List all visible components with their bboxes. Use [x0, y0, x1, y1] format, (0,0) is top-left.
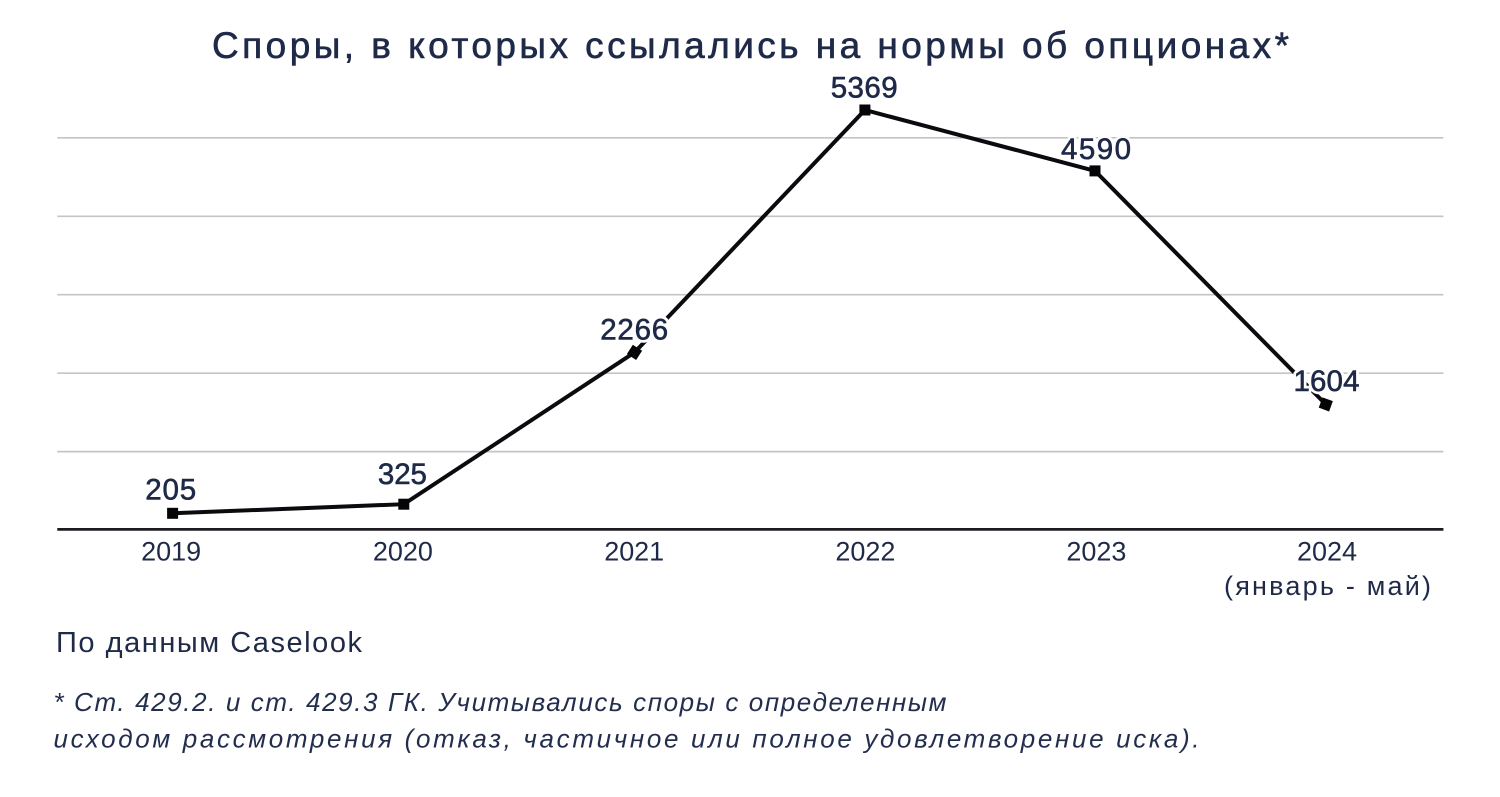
svg-text:2266: 2266 — [600, 314, 668, 347]
svg-text:1604: 1604 — [1294, 365, 1360, 398]
svg-text:исходом рассмотрения (отказ, ч: исходом рассмотрения (отказ, частичное и… — [54, 723, 1200, 753]
svg-text:1604: 1604 — [1294, 365, 1360, 398]
svg-text:Споры, в которых ссылались на: Споры, в которых ссылались на нормы об о… — [212, 25, 1289, 66]
svg-text:2019: 2019 — [141, 537, 201, 567]
svg-text:(январь - май): (январь - май) — [1224, 571, 1431, 601]
svg-text:* Ст. 429.2. и ст. 429.3 ГК. У: * Ст. 429.2. и ст. 429.3 ГК. Учитывались… — [54, 687, 947, 717]
svg-text:205: 205 — [145, 474, 196, 507]
svg-text:4590: 4590 — [1061, 133, 1131, 166]
svg-text:325: 325 — [378, 458, 427, 491]
svg-text:325: 325 — [378, 458, 427, 491]
svg-text:2020: 2020 — [373, 537, 433, 567]
svg-text:По данным Caselook: По данным Caselook — [56, 627, 363, 659]
svg-text:5369: 5369 — [831, 71, 898, 104]
svg-text:4590: 4590 — [1061, 133, 1131, 166]
svg-text:2266: 2266 — [600, 314, 668, 347]
svg-text:2022: 2022 — [835, 537, 895, 567]
svg-text:5369: 5369 — [831, 71, 898, 104]
svg-text:2021: 2021 — [604, 537, 664, 567]
svg-text:2023: 2023 — [1066, 537, 1126, 567]
svg-text:2024: 2024 — [1297, 537, 1357, 567]
svg-text:205: 205 — [145, 474, 196, 507]
